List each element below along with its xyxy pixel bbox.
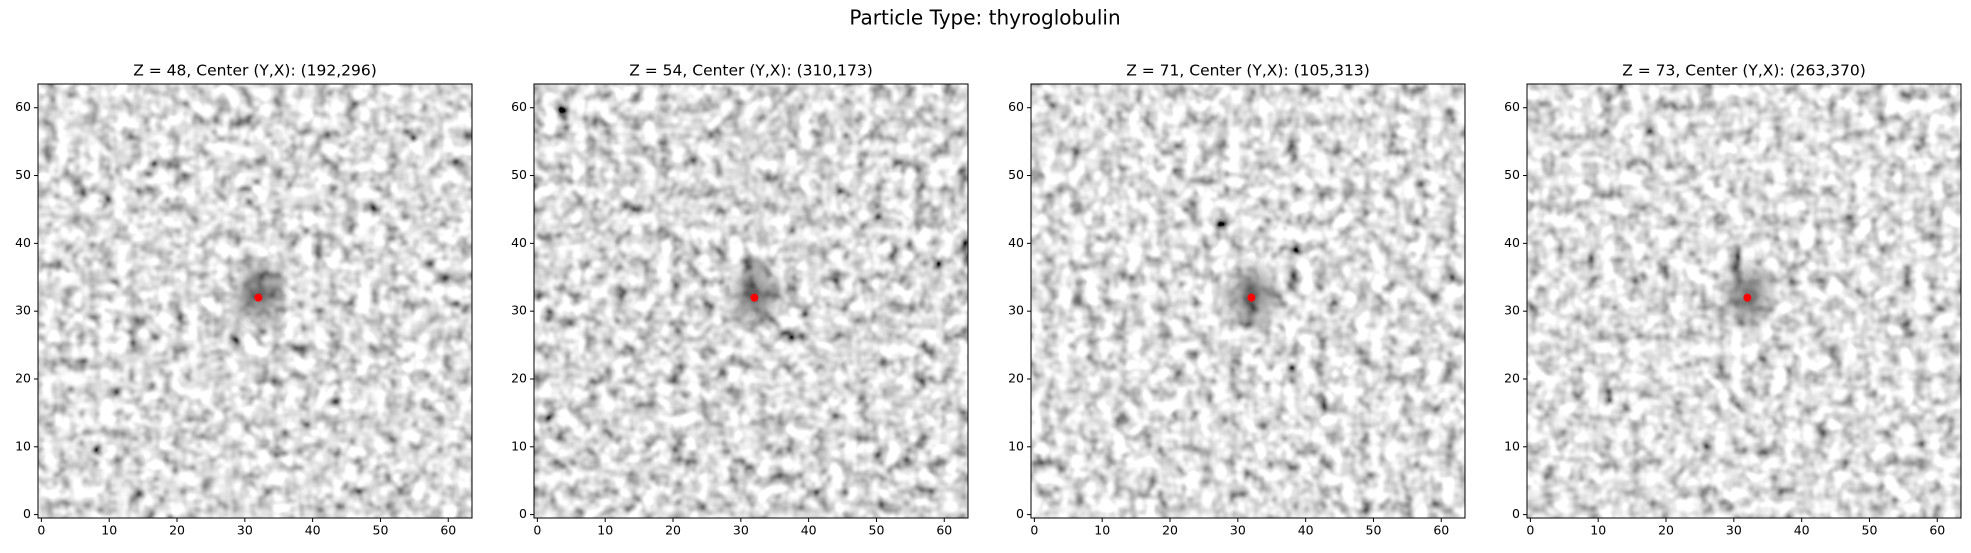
x-tick-label: 20 bbox=[1162, 523, 1178, 538]
x-tick-label: 60 bbox=[1433, 523, 1449, 538]
center-point bbox=[254, 293, 263, 302]
y-tick-label: 40 bbox=[1504, 235, 1520, 250]
y-tick-label: 30 bbox=[1504, 303, 1520, 318]
y-tick-label: 60 bbox=[15, 99, 31, 114]
x-tick-label: 40 bbox=[305, 523, 321, 538]
axes-frame bbox=[1030, 83, 1466, 519]
y-tick-label: 10 bbox=[1504, 438, 1520, 453]
x-tick-label: 60 bbox=[1929, 523, 1945, 538]
axes-frame bbox=[37, 83, 473, 519]
y-tick-label: 0 bbox=[519, 506, 527, 521]
x-tick-label: 60 bbox=[936, 523, 952, 538]
subplot-title: Z = 71, Center (Y,X): (105,313) bbox=[1126, 62, 1370, 80]
x-tick-label: 0 bbox=[1526, 523, 1534, 538]
y-tick-label: 60 bbox=[1008, 99, 1024, 114]
x-tick-label: 20 bbox=[169, 523, 185, 538]
y-tick-label: 20 bbox=[511, 370, 527, 385]
x-tick-label: 30 bbox=[1230, 523, 1246, 538]
x-tick-label: 10 bbox=[1094, 523, 1110, 538]
y-tick-label: 50 bbox=[511, 167, 527, 182]
axes-frame bbox=[1526, 83, 1962, 519]
subplot-title: Z = 48, Center (Y,X): (192,296) bbox=[133, 62, 377, 80]
x-tick-label: 20 bbox=[1658, 523, 1674, 538]
center-point bbox=[750, 293, 759, 302]
center-point bbox=[1247, 293, 1256, 302]
y-tick-label: 0 bbox=[1016, 506, 1024, 521]
y-tick-label: 50 bbox=[1504, 167, 1520, 182]
y-tick-label: 20 bbox=[15, 370, 31, 385]
y-tick-label: 0 bbox=[1512, 506, 1520, 521]
x-tick-label: 30 bbox=[733, 523, 749, 538]
x-tick-label: 50 bbox=[1862, 523, 1878, 538]
y-tick-label: 30 bbox=[15, 303, 31, 318]
y-tick-label: 30 bbox=[511, 303, 527, 318]
y-tick-label: 60 bbox=[1504, 99, 1520, 114]
y-tick-label: 40 bbox=[15, 235, 31, 250]
y-tick-label: 0 bbox=[23, 506, 31, 521]
x-tick-label: 20 bbox=[665, 523, 681, 538]
y-tick-label: 40 bbox=[511, 235, 527, 250]
subplot-title: Z = 54, Center (Y,X): (310,173) bbox=[629, 62, 873, 80]
y-tick-label: 20 bbox=[1504, 370, 1520, 385]
y-tick-label: 10 bbox=[1008, 438, 1024, 453]
y-tick-label: 30 bbox=[1008, 303, 1024, 318]
x-tick-label: 10 bbox=[101, 523, 117, 538]
x-tick-label: 50 bbox=[869, 523, 885, 538]
center-point bbox=[1743, 293, 1752, 302]
y-tick-label: 40 bbox=[1008, 235, 1024, 250]
y-tick-label: 20 bbox=[1008, 370, 1024, 385]
y-tick-label: 60 bbox=[511, 99, 527, 114]
y-tick-label: 10 bbox=[15, 438, 31, 453]
x-tick-label: 40 bbox=[1298, 523, 1314, 538]
y-tick-label: 10 bbox=[511, 438, 527, 453]
x-tick-label: 60 bbox=[440, 523, 456, 538]
y-tick-label: 50 bbox=[15, 167, 31, 182]
x-tick-label: 50 bbox=[1366, 523, 1382, 538]
x-tick-label: 0 bbox=[1030, 523, 1038, 538]
y-tick-label: 50 bbox=[1008, 167, 1024, 182]
axes-frame bbox=[533, 83, 969, 519]
x-tick-label: 0 bbox=[37, 523, 45, 538]
x-tick-label: 40 bbox=[801, 523, 817, 538]
x-tick-label: 30 bbox=[1726, 523, 1742, 538]
x-tick-label: 10 bbox=[597, 523, 613, 538]
x-tick-label: 50 bbox=[373, 523, 389, 538]
x-tick-label: 0 bbox=[533, 523, 541, 538]
x-tick-label: 10 bbox=[1590, 523, 1606, 538]
subplot-title: Z = 73, Center (Y,X): (263,370) bbox=[1622, 62, 1866, 80]
x-tick-label: 40 bbox=[1794, 523, 1810, 538]
figure-title: Particle Type: thyroglobulin bbox=[849, 6, 1120, 30]
x-tick-label: 30 bbox=[237, 523, 253, 538]
